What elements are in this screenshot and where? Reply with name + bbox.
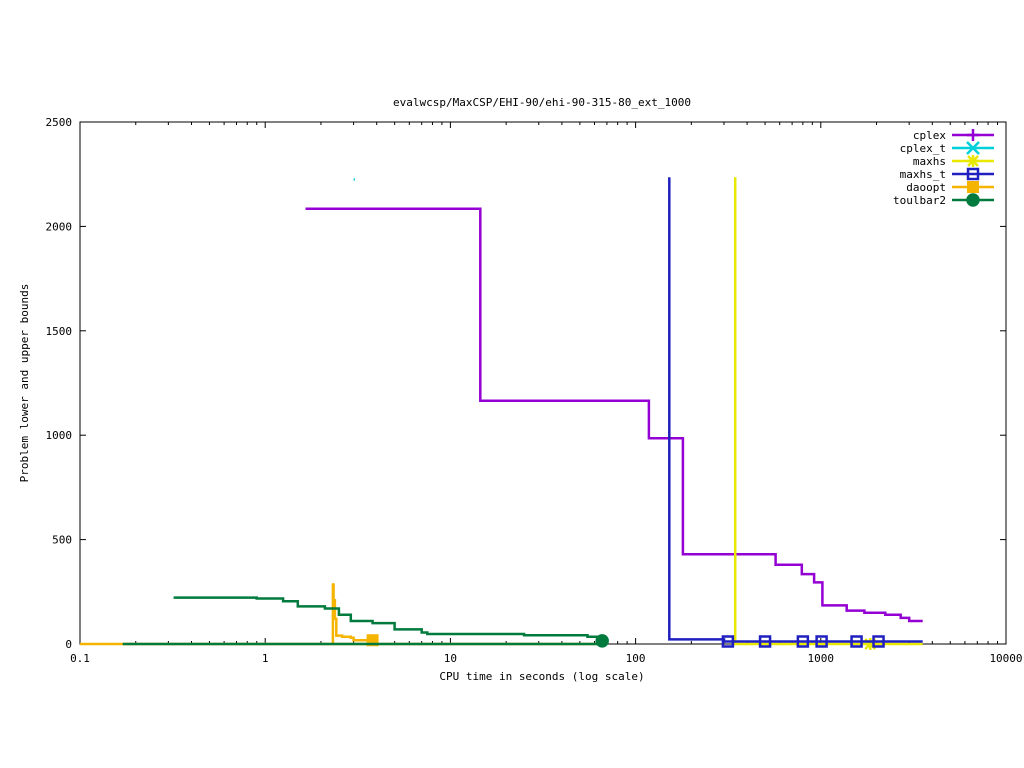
- y-tick-label: 500: [52, 534, 72, 547]
- plot-area-frame: [79, 121, 1007, 645]
- legend-entry-maxhs_t: maxhs_t: [900, 167, 994, 181]
- x-tick-label: 100: [626, 652, 646, 665]
- data-point-marker: [850, 635, 863, 648]
- y-tick-label: 2500: [46, 116, 73, 129]
- series-cplex: [305, 207, 923, 623]
- data-point-marker: [967, 129, 979, 141]
- data-point-marker: [966, 141, 980, 155]
- x-tick-label: 1000: [808, 652, 835, 665]
- series-maxhs: [733, 177, 923, 650]
- legend-label: maxhs: [913, 155, 946, 168]
- x-tick-label: 1: [262, 652, 269, 665]
- axis-ticks: 0.1 1 10 100 1000 10000 0 500 1000 1500 2000 2500: [46, 116, 1023, 665]
- data-point-marker: [967, 181, 979, 193]
- data-point-marker: [595, 634, 609, 648]
- series-layer: [80, 177, 923, 650]
- series-line: [733, 177, 923, 646]
- legend-label: daoopt: [906, 181, 946, 194]
- x-tick-label: 10000: [989, 652, 1022, 665]
- series-line: [668, 177, 923, 643]
- y-tick-label: 0: [65, 638, 72, 651]
- data-point-marker: [815, 635, 828, 648]
- legend-entry-cplex_t: cplex_t: [900, 141, 994, 155]
- x-axis-label: CPU time in seconds (log scale): [439, 670, 644, 683]
- legend-entry-maxhs: maxhs: [913, 155, 994, 168]
- series-maxhs_t: [668, 177, 923, 648]
- data-point-marker: [872, 635, 885, 648]
- data-point-marker: [966, 193, 980, 207]
- legend-label: cplex: [913, 129, 946, 142]
- legend-entry-daoopt: daoopt: [906, 181, 994, 194]
- x-tick-label: 10: [444, 652, 457, 665]
- data-point-marker: [758, 635, 772, 648]
- series-line: [173, 596, 601, 643]
- chart-title: evalwcsp/MaxCSP/EHI-90/ehi-90-315-80_ext…: [393, 96, 691, 109]
- data-point-marker: [796, 635, 810, 648]
- legend-entry-cplex: cplex: [913, 129, 994, 142]
- legend-label: cplex_t: [900, 142, 946, 155]
- legend-entry-toulbar2: toulbar2: [893, 193, 994, 207]
- series-toulbar2: [122, 596, 609, 648]
- data-point-marker: [864, 638, 877, 650]
- data-point-marker: [967, 155, 979, 167]
- data-point-marker: [721, 635, 735, 648]
- series-line: [80, 583, 601, 646]
- y-tick-label: 1500: [46, 325, 73, 338]
- legend-label: toulbar2: [893, 194, 946, 207]
- data-point-marker: [966, 167, 980, 181]
- legend-label: maxhs_t: [900, 168, 946, 181]
- y-axis-label: Problem lower and upper bounds: [18, 284, 31, 483]
- y-tick-label: 1000: [46, 429, 73, 442]
- series-line: [305, 207, 923, 623]
- x-tick-label: 0.1: [70, 652, 90, 665]
- y-tick-label: 2000: [46, 220, 73, 233]
